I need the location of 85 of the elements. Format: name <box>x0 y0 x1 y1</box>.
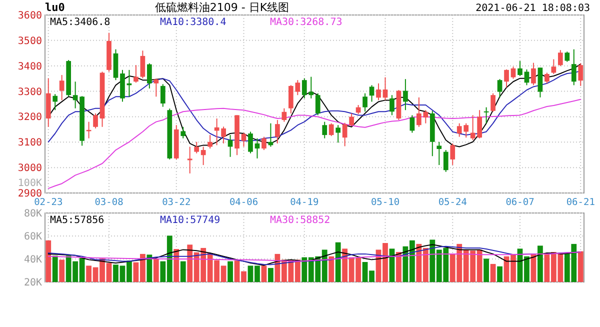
candlestick <box>194 141 200 154</box>
candlestick <box>59 74 64 101</box>
candlestick <box>328 122 334 137</box>
candlestick <box>93 112 98 129</box>
candlestick <box>140 50 146 79</box>
candlestick <box>221 126 226 144</box>
y-tick-label: 3500 <box>18 36 42 47</box>
candlestick <box>336 124 341 144</box>
x-tick-label: 05-24 <box>438 197 468 208</box>
text: 2021-06-21 18:08:03 <box>476 3 590 14</box>
y-tick-label: 3600 <box>18 10 42 22</box>
candlestick <box>369 84 374 102</box>
candlestick <box>342 122 348 147</box>
candlestick <box>524 68 530 86</box>
candlestick <box>262 136 266 151</box>
candlestick <box>72 81 78 109</box>
candlestick <box>208 134 212 149</box>
x-tick-label: 04-19 <box>290 197 319 208</box>
candlestick <box>490 92 496 112</box>
candlestick <box>254 138 260 159</box>
candlestick <box>504 68 509 88</box>
candlestick <box>518 60 522 77</box>
candlestick <box>282 108 287 122</box>
candlestick <box>578 62 584 86</box>
candlestick <box>180 126 186 139</box>
text: lu0 <box>45 1 65 14</box>
y-tick-label: 60K <box>24 232 42 242</box>
y-tick-label: 3100 <box>18 138 42 149</box>
text: MA5:3406.8 <box>50 17 110 28</box>
x-tick-label: 03-22 <box>162 197 191 208</box>
candlestick <box>241 132 246 148</box>
line-series <box>48 251 582 262</box>
candlestick <box>436 141 442 166</box>
candlestick <box>544 72 550 84</box>
candlestick <box>497 78 502 98</box>
candlestick <box>531 62 536 86</box>
x-tick-label: 02-23 <box>34 197 63 208</box>
y-tick-label: 20K <box>24 278 42 288</box>
x-tick-label: 03-08 <box>94 197 124 208</box>
candlestick <box>322 121 328 139</box>
y-tick-label: 3400 <box>18 61 42 72</box>
candlestick <box>154 78 159 98</box>
candlestick <box>187 146 192 174</box>
candlestick <box>564 51 570 62</box>
candlestick <box>410 114 415 134</box>
candlestick <box>558 50 563 67</box>
candlestick <box>315 92 320 116</box>
candlestick <box>382 76 388 101</box>
x-tick-label: 04-06 <box>229 197 258 208</box>
candlestick <box>443 150 448 172</box>
candlestick <box>484 106 489 124</box>
candlestick <box>200 146 206 166</box>
candlestick <box>160 84 166 108</box>
candlestick <box>390 94 394 116</box>
y-tick-label: 2900 <box>18 188 42 200</box>
y-tick-label: 40K <box>24 254 42 266</box>
text: MA30:58852 <box>270 215 330 226</box>
candlestick <box>275 120 280 144</box>
y-tick-label: 3300 <box>18 86 42 98</box>
y-tick-label: 3000 <box>18 163 42 174</box>
candlestick <box>362 92 368 112</box>
candlestick <box>376 82 381 101</box>
x-tick-label: 05-10 <box>370 197 400 208</box>
line-series <box>48 98 582 189</box>
candlestick <box>228 134 233 158</box>
candlestick <box>147 62 152 89</box>
text: 100K <box>18 178 42 189</box>
x-tick-label: 06-07 <box>506 197 534 208</box>
candlestick <box>571 48 576 86</box>
candlestick <box>450 142 456 166</box>
candlestick <box>134 64 138 84</box>
candlestick <box>551 58 556 74</box>
candlestick <box>510 66 516 80</box>
candlestick <box>349 112 354 127</box>
candlestick <box>403 78 408 111</box>
candlestick <box>52 94 58 111</box>
x-tick-label: 06-21 <box>566 197 596 208</box>
text: MA10:3380.4 <box>160 17 226 28</box>
text: MA10:57749 <box>160 215 220 226</box>
text: MA30:3268.73 <box>270 17 342 28</box>
candlestick <box>248 131 253 154</box>
chart-title: 低硫燃料油2109 - 日K线图 <box>154 1 290 14</box>
text: MA5:57856 <box>50 215 104 226</box>
y-tick-label: 3200 <box>18 112 42 124</box>
y-tick-label: 80K <box>24 208 42 220</box>
